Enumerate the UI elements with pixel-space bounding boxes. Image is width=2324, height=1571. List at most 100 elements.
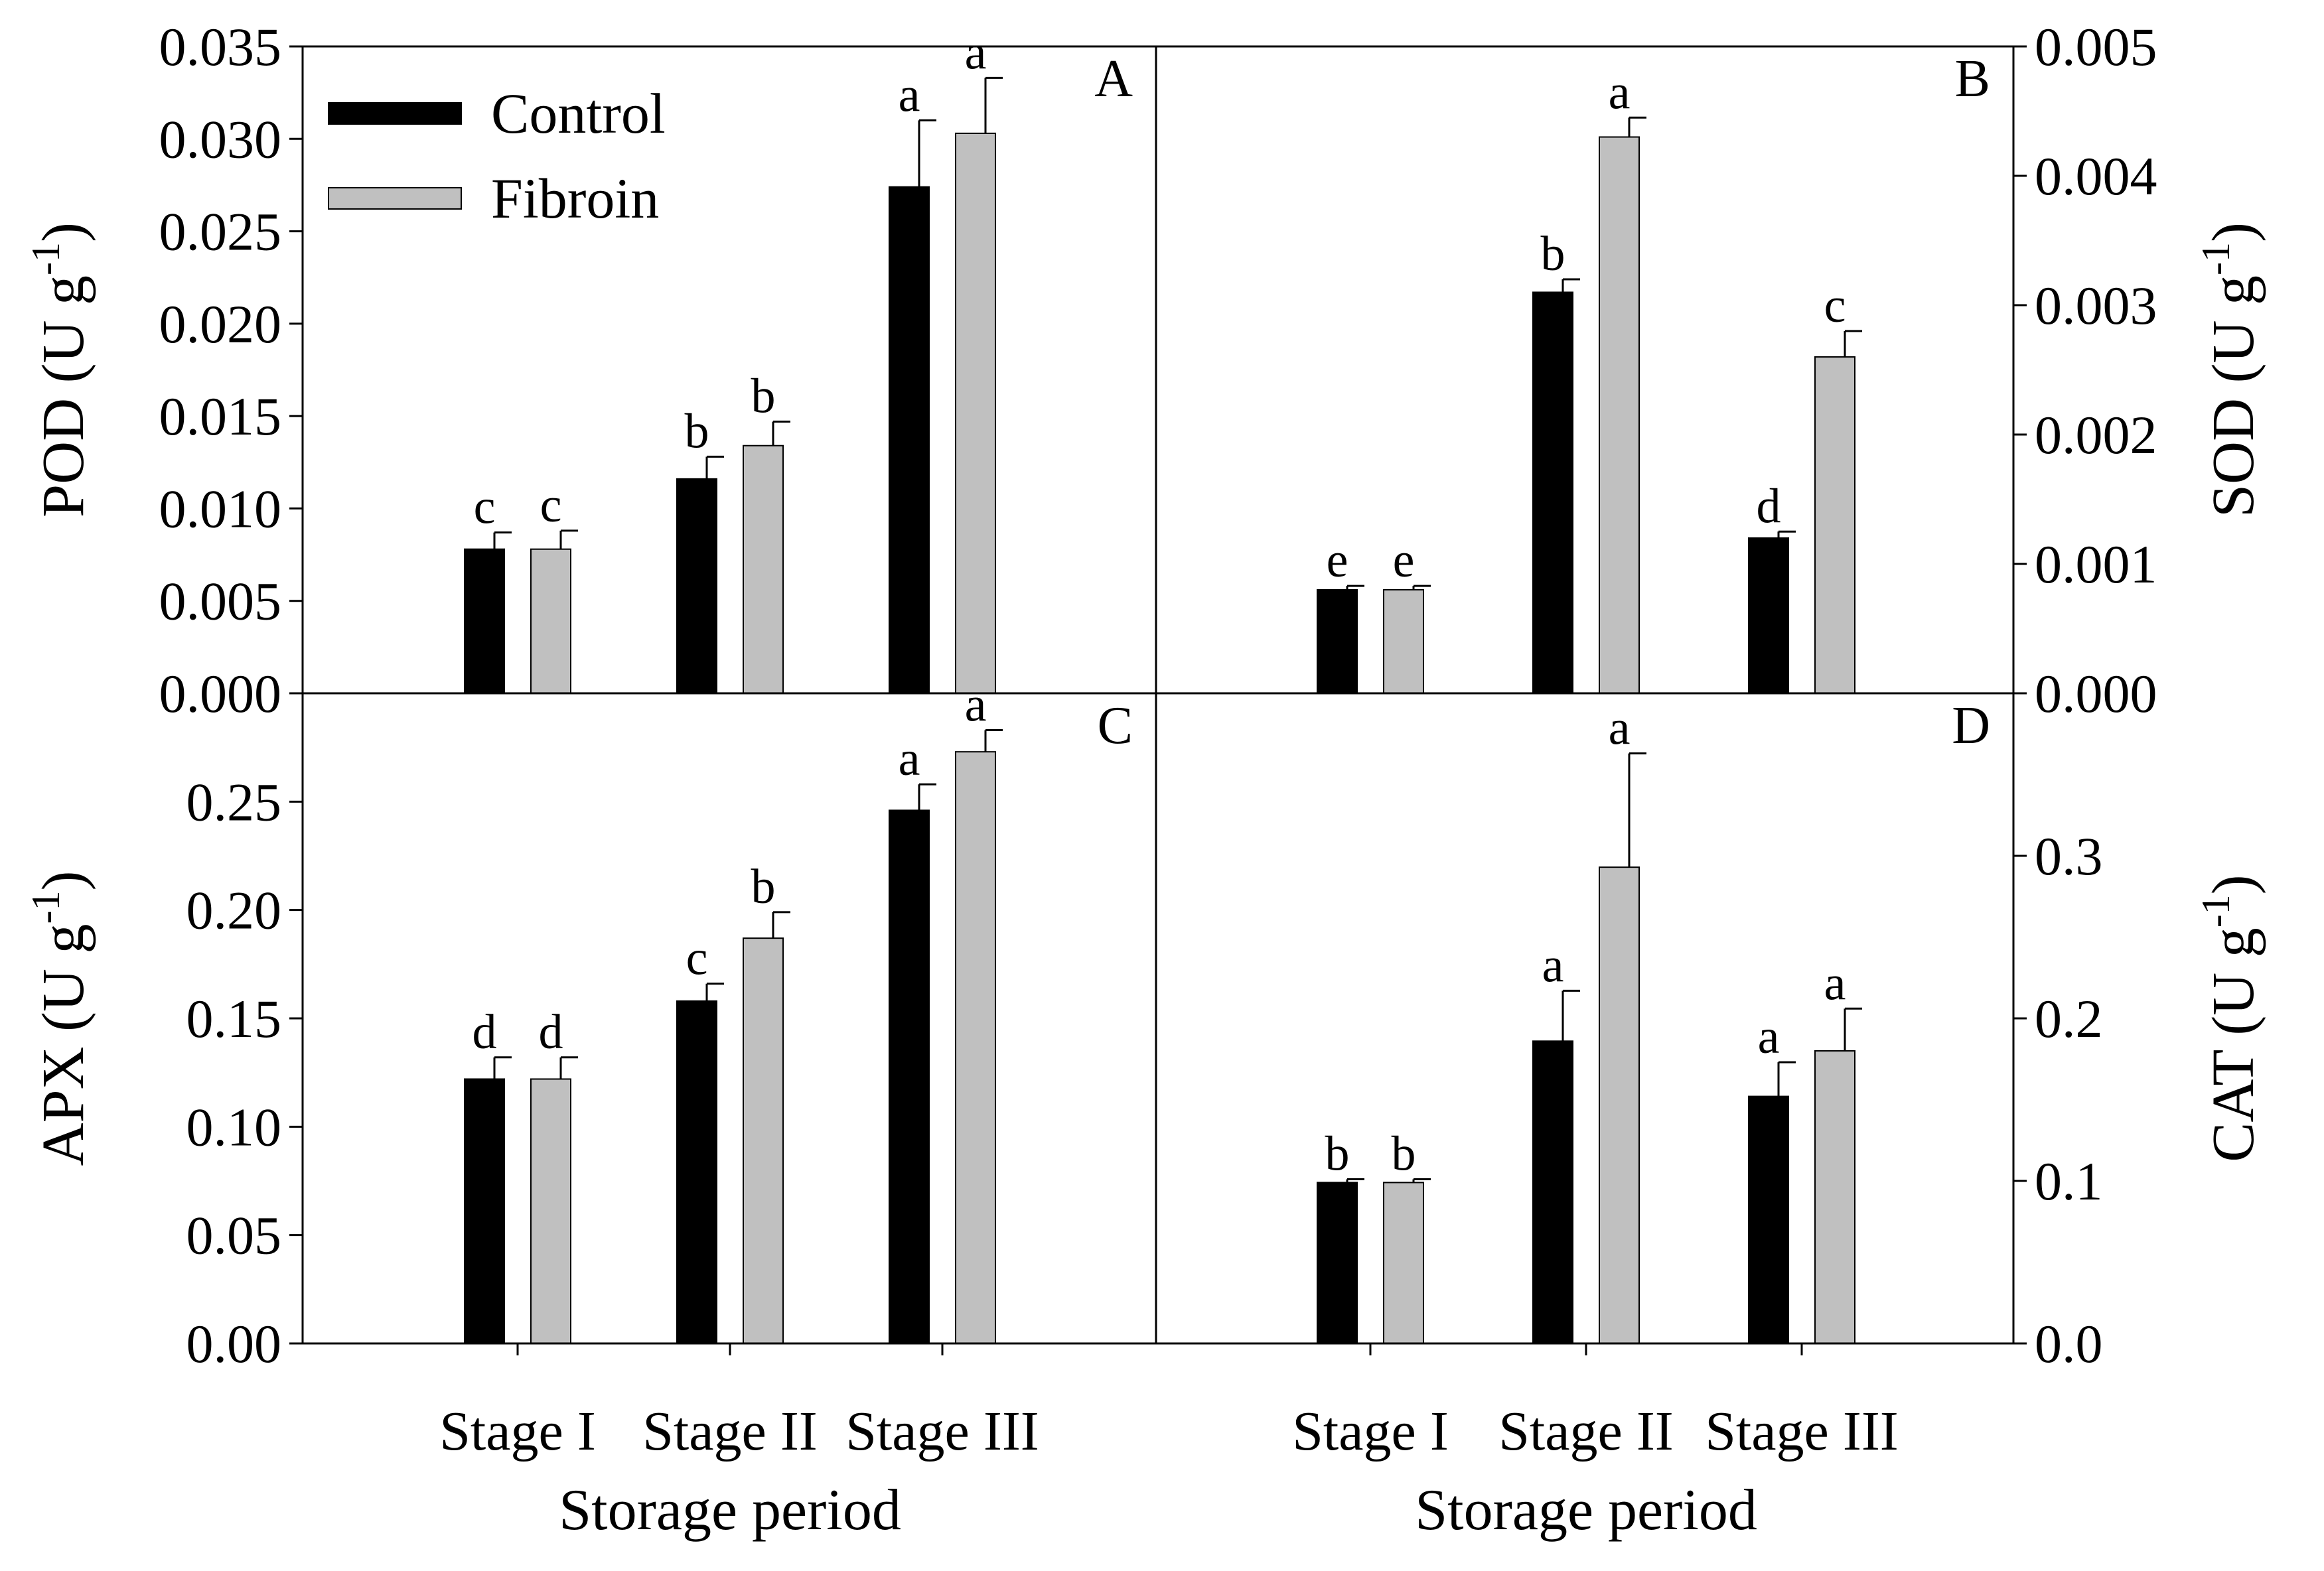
y-tick-label-b-5: 0.005 [2035,17,2157,77]
bar-d-fibroin-1 [1599,866,1640,1344]
panels: 0.000 0.005 0.010 0.015 0.020 0.025 0.030 0.035… [24,17,2266,1374]
sig-letter-a-fibroin-0: c [540,478,562,533]
x-axis-labels: Stage I Stage II Stage III Storage perio… [439,1400,1899,1542]
sig-letter-d-control-0: b [1325,1127,1350,1182]
y-tick-label-d-1: 0.1 [2035,1151,2103,1211]
sig-letter-b-fibroin-1: a [1609,65,1631,119]
y-tick-label-a-5: 0.025 [159,202,282,262]
figure-frame [301,45,2015,1345]
sig-letter-c-control-0: d [472,1005,497,1059]
panel-a: 0.000 0.005 0.010 0.015 0.020 0.025 0.030 0.035… [24,17,1133,724]
bar-a-fibroin-2 [955,132,996,694]
bar-d-fibroin-2 [1814,1050,1855,1344]
panel-b: 0.000 0.001 0.002 0.003 0.004 0.005 SOD (U g-1… [1317,17,2266,724]
sig-letter-c-fibroin-2: a [965,678,987,732]
legend-label-control: Control [491,82,666,145]
bar-b-control-1 [1532,291,1573,694]
y-axis-title-a: POD (U g-1) [24,222,96,517]
sig-letter-d-fibroin-0: b [1392,1127,1416,1182]
panel-letter-c: C [1098,697,1133,755]
y-tick-label-b-4: 0.004 [2035,146,2157,206]
y-tick-label-a-0: 0.000 [159,663,282,724]
y-tick-label-d-2: 0.2 [2035,989,2103,1049]
y-axis-title-d: CAT (U g-1) [2194,874,2266,1162]
sig-letter-c-fibroin-1: b [751,860,776,914]
y-tick-label-b-2: 0.002 [2035,405,2157,465]
bar-c-fibroin-0 [530,1078,571,1344]
bar-d-fibroin-0 [1383,1182,1424,1344]
bar-b-fibroin-1 [1599,136,1640,694]
y-tick-label-a-3: 0.015 [159,386,282,446]
y-tick-label-a-4: 0.020 [159,294,282,354]
y-axis-title-b: SOD (U g-1) [2194,222,2266,517]
sig-letter-b-fibroin-0: e [1393,533,1415,588]
y-tick-label-c-3: 0.15 [186,989,282,1049]
y-tick-label-c-5: 0.25 [186,772,282,832]
x-tick-label-left-stage-3: Stage III [845,1400,1039,1462]
panel-letter-d: D [1952,697,1990,755]
bar-a-control-2 [889,186,930,694]
panel-c: 0.00 0.05 0.10 0.15 0.20 0.25 APX (U g-1) Cd c a d… [24,678,1133,1374]
sig-letter-a-control-0: c [474,480,496,535]
y-tick-label-c-1: 0.05 [186,1205,282,1266]
bar-d-control-2 [1748,1095,1789,1344]
bar-a-control-0 [464,548,505,695]
legend-swatch-control [328,102,462,125]
sig-letter-d-fibroin-1: a [1609,701,1631,756]
x-tick-label-left-stage-2: Stage II [642,1400,818,1462]
bar-c-control-1 [676,1000,717,1345]
bar-a-control-1 [676,478,717,694]
bar-a-fibroin-1 [743,444,784,694]
y-tick-label-c-0: 0.00 [186,1314,282,1374]
y-tick-label-c-4: 0.20 [186,880,282,941]
legend-swatch-fibroin [328,187,462,210]
bar-b-control-0 [1317,589,1358,694]
bar-c-fibroin-1 [743,937,784,1344]
bar-c-control-2 [889,809,930,1344]
x-axis-title-left: Storage period [559,1478,901,1542]
sig-letter-d-fibroin-2: a [1824,956,1846,1010]
x-tick-label-right-stage-1: Stage I [1292,1400,1449,1462]
sig-letter-b-control-0: e [1327,533,1348,588]
y-tick-label-a-1: 0.005 [159,571,282,632]
bar-c-fibroin-2 [955,751,996,1344]
bar-b-fibroin-0 [1383,589,1424,694]
sig-letter-c-control-2: a [899,732,920,786]
bar-b-fibroin-2 [1814,356,1855,694]
x-tick-label-right-stage-3: Stage III [1705,1400,1899,1462]
panel-letter-a: A [1094,50,1133,108]
bar-d-control-0 [1317,1182,1358,1344]
sig-letter-c-control-1: c [686,931,708,986]
y-tick-label-b-0: 0.000 [2035,663,2157,724]
sig-letter-b-fibroin-2: c [1824,279,1846,333]
x-tick-label-right-stage-2: Stage II [1498,1400,1674,1462]
sig-letter-d-control-1: a [1542,938,1564,992]
y-tick-label-a-2: 0.010 [159,478,282,539]
sig-letter-d-control-2: a [1758,1010,1780,1064]
sig-letter-b-control-2: d [1757,479,1781,533]
panel-letter-b: B [1955,50,1990,108]
x-axis-title-right: Storage period [1415,1478,1757,1542]
plot-border [301,45,2015,1345]
sig-letter-a-control-1: b [685,404,709,458]
y-tick-label-a-7: 0.035 [159,17,282,77]
y-tick-label-a-6: 0.030 [159,109,282,169]
sig-letter-a-fibroin-2: a [965,25,987,80]
bar-d-control-1 [1532,1040,1573,1345]
y-tick-label-d-0: 0.0 [2035,1314,2103,1374]
bar-b-control-2 [1748,537,1789,694]
bar-c-control-0 [464,1078,505,1344]
sig-letter-b-control-1: b [1541,227,1565,281]
legend: Control Fibroin [328,82,666,230]
sig-letter-a-control-2: a [899,68,920,122]
y-tick-label-d-3: 0.3 [2035,826,2103,886]
y-axis-title-c: APX (U g-1) [24,871,96,1166]
y-tick-label-b-1: 0.001 [2035,534,2157,594]
y-tick-label-b-3: 0.003 [2035,275,2157,336]
sig-letter-a-fibroin-1: b [751,370,776,424]
x-tick-label-left-stage-1: Stage I [439,1400,596,1462]
sig-letter-c-fibroin-0: d [539,1005,563,1059]
